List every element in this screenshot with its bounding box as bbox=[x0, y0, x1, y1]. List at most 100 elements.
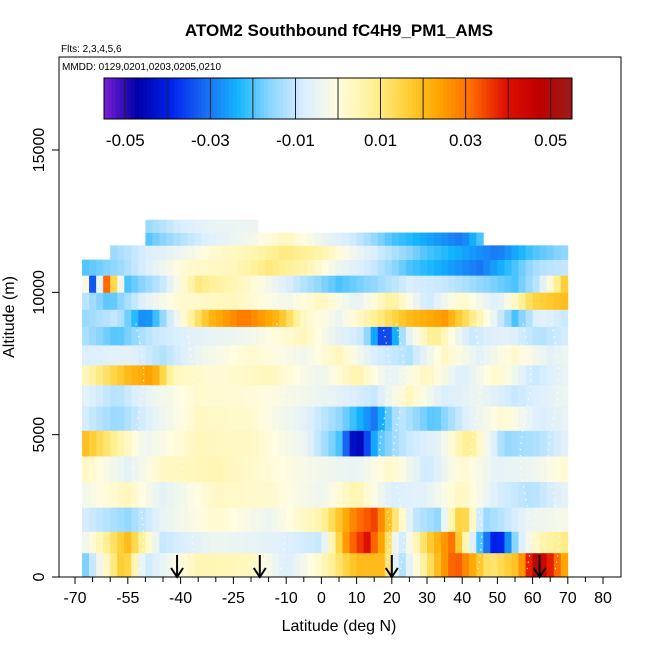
heatmap-cell bbox=[286, 406, 294, 431]
heatmap-cell bbox=[335, 406, 343, 431]
heatmap-cell bbox=[342, 326, 350, 346]
heatmap-cell bbox=[321, 456, 329, 483]
track-dot bbox=[389, 542, 391, 545]
heatmap-cell bbox=[525, 406, 533, 431]
heatmap-cell bbox=[201, 531, 210, 554]
heatmap-cell bbox=[279, 384, 287, 407]
heatmap-cell bbox=[391, 430, 400, 457]
heatmap-cell bbox=[462, 275, 470, 293]
heatmap-cell bbox=[243, 275, 252, 293]
heatmap-cell bbox=[251, 275, 259, 293]
track-dot bbox=[394, 473, 396, 476]
heatmap-cell bbox=[215, 326, 224, 346]
heatmap-cell bbox=[103, 275, 111, 293]
track-dot bbox=[188, 342, 190, 344]
heatmap-cell bbox=[243, 309, 252, 327]
colorbar-segment bbox=[252, 78, 257, 119]
heatmap-cell bbox=[497, 364, 505, 386]
colorbar-segment bbox=[295, 78, 300, 119]
track-dot bbox=[477, 567, 479, 570]
heatmap-cell bbox=[497, 507, 505, 532]
colorbar-segment bbox=[193, 78, 199, 119]
heatmap-cell bbox=[434, 275, 442, 293]
heatmap-cell bbox=[511, 552, 519, 578]
heatmap-cell bbox=[363, 292, 372, 310]
track-dot bbox=[550, 429, 552, 432]
heatmap-cell bbox=[131, 292, 139, 310]
colorbar-tick-label: -0.01 bbox=[276, 131, 315, 150]
track-dot bbox=[273, 448, 275, 451]
heatmap-cell bbox=[96, 531, 104, 554]
heatmap-cell bbox=[412, 345, 421, 366]
heatmap-cell bbox=[131, 245, 139, 260]
heatmap-cell bbox=[300, 309, 308, 327]
track-dot bbox=[142, 536, 145, 538]
track-dot bbox=[281, 561, 283, 563]
heatmap-cell bbox=[180, 345, 189, 366]
heatmap-cell bbox=[363, 309, 372, 327]
heatmap-cell bbox=[103, 552, 111, 578]
track-dot bbox=[403, 373, 405, 376]
track-dot bbox=[549, 436, 551, 438]
colorbar-segment bbox=[275, 78, 280, 119]
heatmap-cell bbox=[448, 364, 456, 386]
heatmap-cell bbox=[293, 430, 301, 457]
heatmap-cell bbox=[518, 345, 526, 366]
track-dot bbox=[389, 536, 391, 538]
colorbar-segment bbox=[388, 78, 394, 119]
heatmap-cell bbox=[159, 326, 167, 346]
heatmap-cell bbox=[398, 245, 407, 260]
heatmap-cell bbox=[159, 430, 167, 457]
heatmap-cell bbox=[138, 552, 146, 578]
heatmap-cell bbox=[469, 531, 477, 554]
track-dot bbox=[557, 361, 559, 363]
heatmap-cell bbox=[335, 364, 343, 386]
heatmap-cell bbox=[124, 364, 132, 386]
track-dot bbox=[379, 467, 381, 470]
heatmap-cell bbox=[300, 245, 308, 260]
heatmap-cell bbox=[441, 259, 449, 276]
colorbar-segment bbox=[423, 78, 429, 119]
heatmap-cell bbox=[370, 552, 379, 578]
heatmap-cell bbox=[145, 259, 153, 276]
heatmap-cell bbox=[187, 531, 196, 554]
colorbar-segment bbox=[166, 78, 171, 119]
colorbar-segment bbox=[564, 78, 569, 119]
heatmap-cell bbox=[342, 345, 350, 366]
colorbar bbox=[103, 77, 573, 120]
heatmap-cell bbox=[152, 406, 160, 431]
heatmap-cell bbox=[222, 364, 231, 386]
heatmap-cell bbox=[546, 531, 555, 554]
track-dot bbox=[402, 517, 404, 520]
heatmap-cell bbox=[441, 552, 449, 578]
heatmap-cell bbox=[321, 384, 329, 407]
heatmap-cell bbox=[314, 456, 322, 483]
heatmap-cell bbox=[314, 430, 322, 457]
heatmap-cell bbox=[342, 384, 350, 407]
heatmap-cell bbox=[511, 309, 519, 327]
colorbar-frame bbox=[103, 77, 573, 120]
heatmap-cell bbox=[272, 430, 280, 457]
heatmap-cell bbox=[560, 309, 569, 327]
heatmap-cell bbox=[490, 552, 498, 578]
heatmap-cell bbox=[279, 292, 287, 310]
heatmap-cell bbox=[441, 364, 449, 386]
heatmap-cell bbox=[180, 275, 189, 293]
heatmap-cell bbox=[321, 552, 329, 578]
heatmap-cell bbox=[117, 364, 125, 386]
track-dot bbox=[182, 473, 185, 476]
heatmap-cell bbox=[293, 481, 301, 508]
heatmap-cell bbox=[455, 507, 463, 532]
heatmap-cell bbox=[145, 456, 153, 483]
heatmap-cell bbox=[532, 292, 541, 310]
colorbar-segment bbox=[318, 78, 323, 119]
heatmap-cell bbox=[208, 232, 217, 246]
heatmap-cell bbox=[314, 232, 322, 246]
heatmap-cell bbox=[455, 481, 463, 508]
track-dot bbox=[191, 392, 193, 394]
heatmap-cell bbox=[173, 232, 181, 246]
heatmap-cell bbox=[342, 245, 350, 260]
heatmap-cell bbox=[272, 384, 280, 407]
heatmap-cell bbox=[152, 275, 160, 293]
heatmap-cell bbox=[532, 430, 541, 457]
